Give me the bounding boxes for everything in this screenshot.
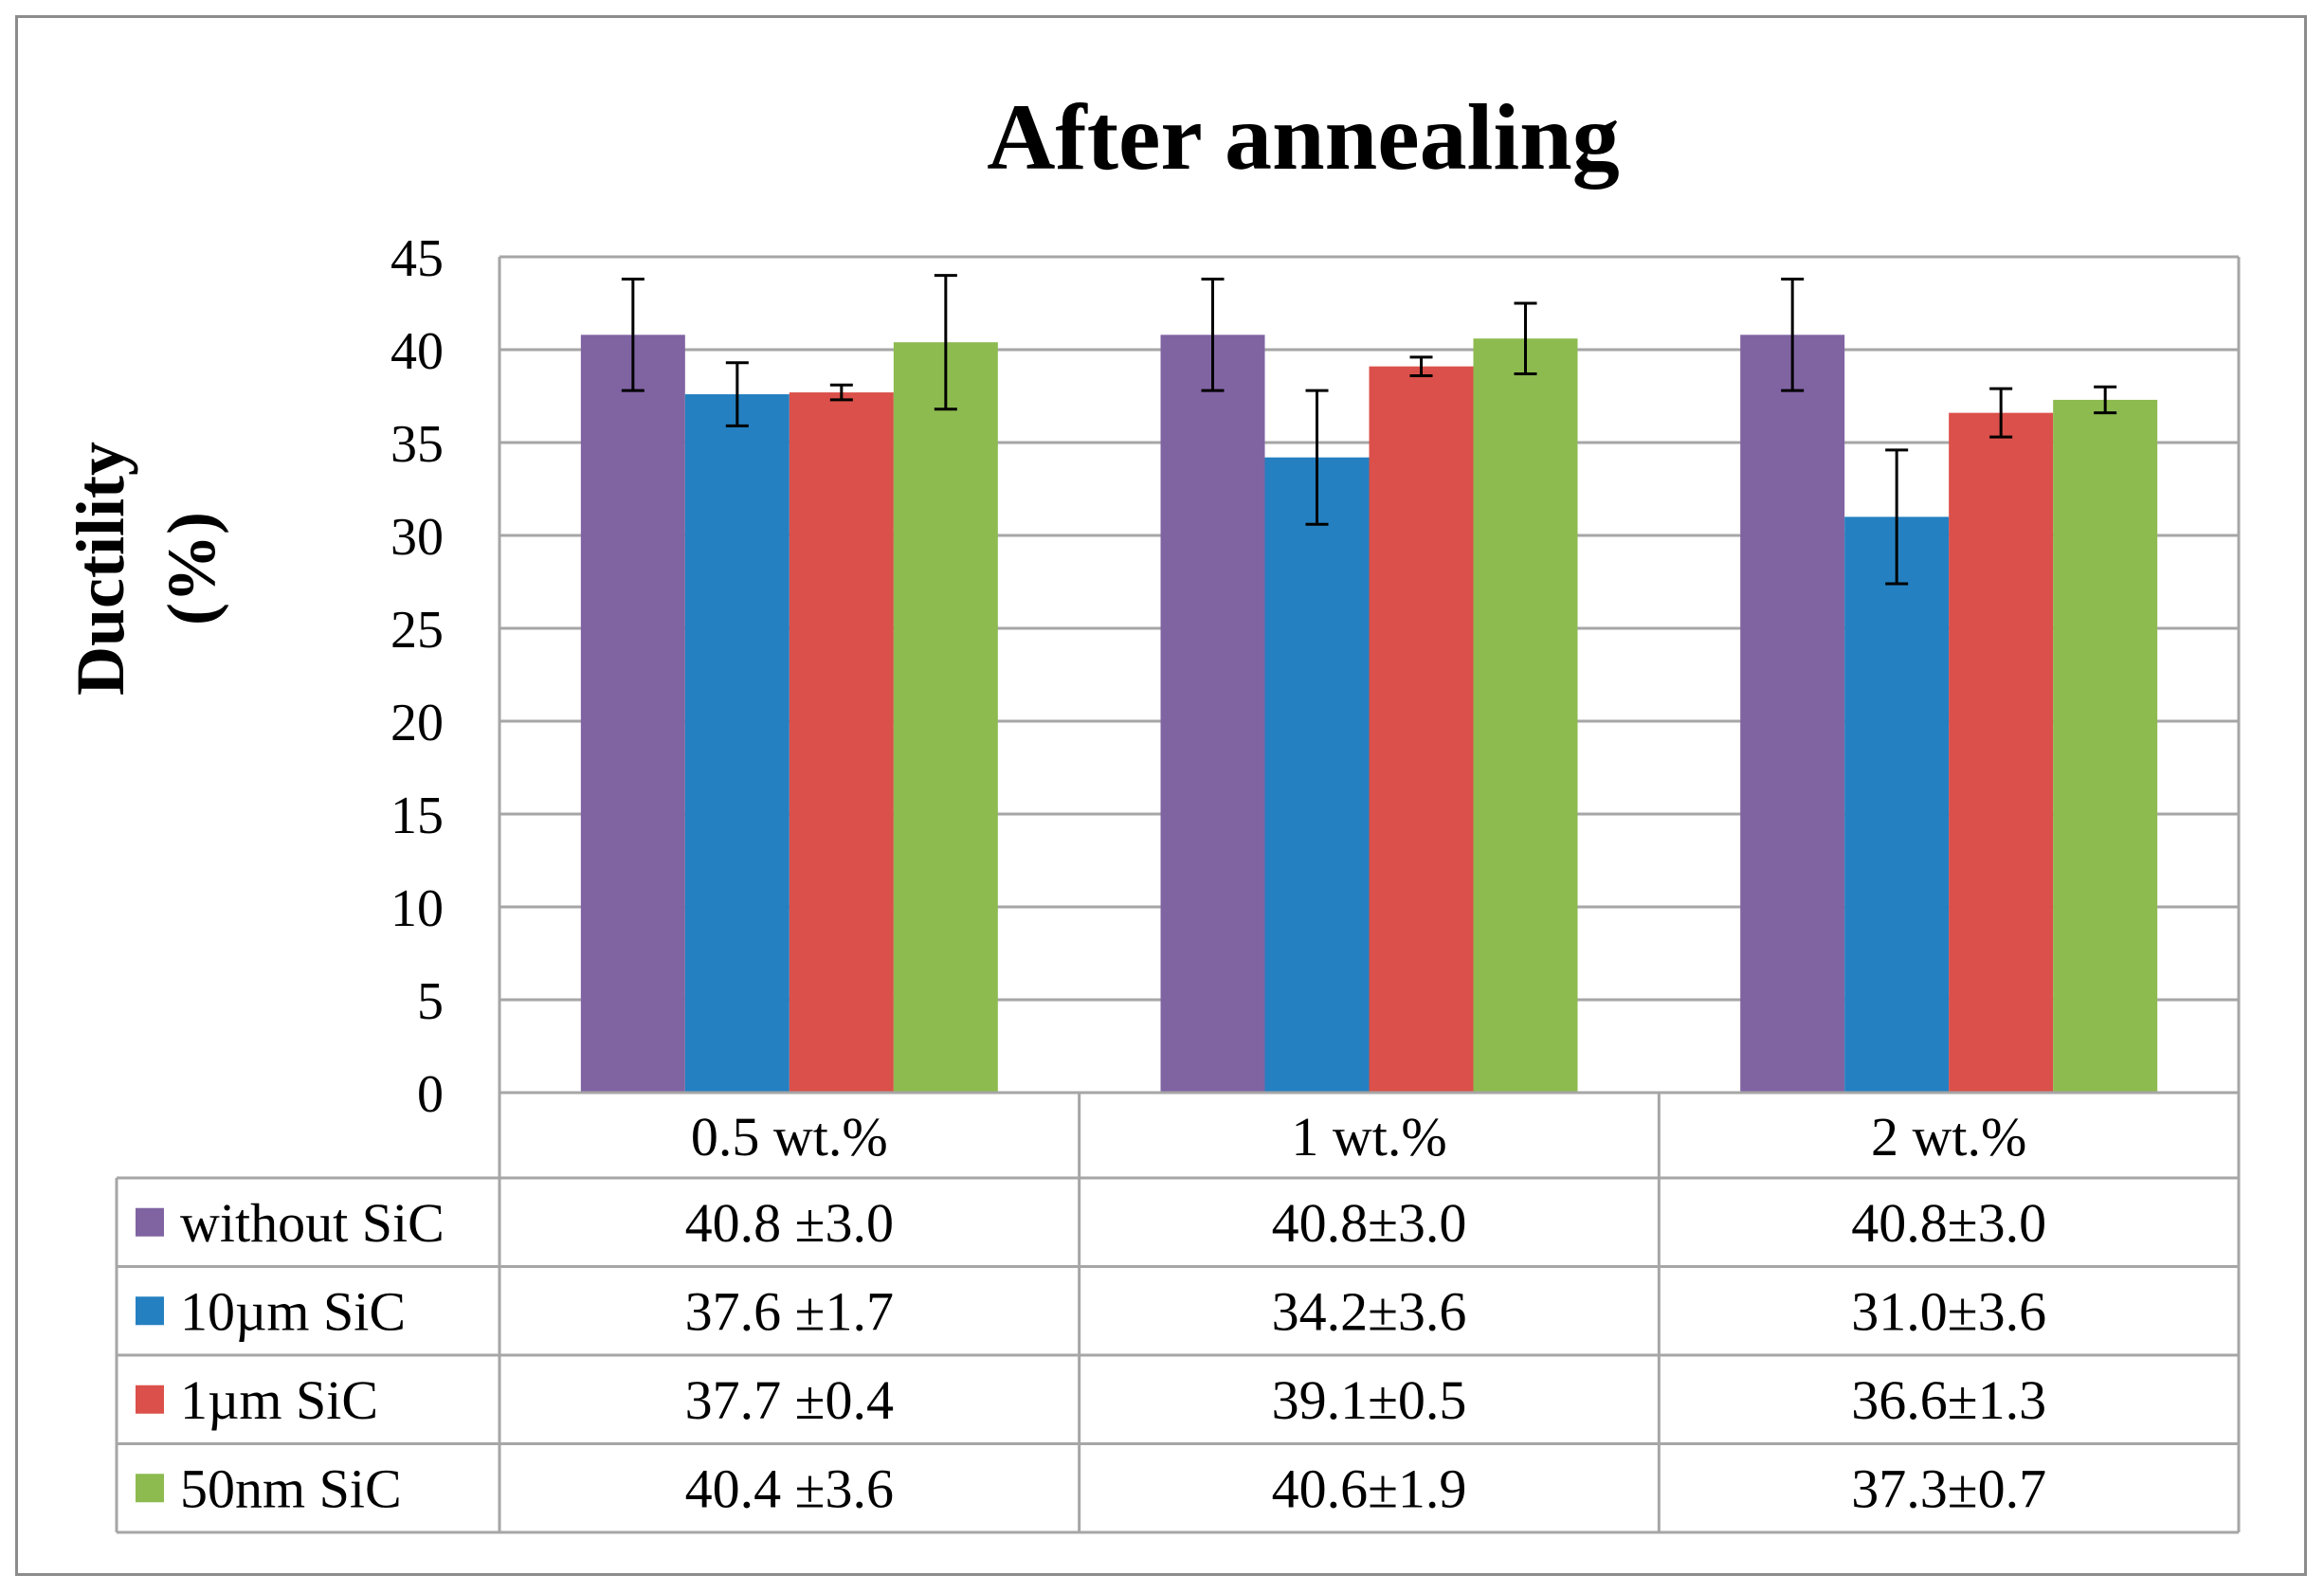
- bar-without-sic-1: [580, 335, 685, 1093]
- bar-10-m-sic-1: [684, 394, 790, 1093]
- bar-1-m-sic-3: [1949, 412, 2054, 1093]
- legend-swatch: [136, 1207, 164, 1237]
- y-axis-ticks: 0 5 10 15 20 25 30 35 40 45: [390, 229, 444, 1124]
- legend-series-name: 50nm SiC: [180, 1457, 402, 1519]
- data-label: 40.4 ±3.6: [685, 1457, 894, 1519]
- legend-swatch: [136, 1474, 164, 1503]
- legend-series-name: 1µm SiC: [180, 1369, 378, 1431]
- data-label: 37.6 ±1.7: [685, 1280, 894, 1342]
- category-label: 0.5 wt.%: [691, 1106, 888, 1168]
- data-label: 31.0±3.6: [1851, 1280, 2046, 1342]
- bar-50nm-sic-1: [893, 342, 998, 1093]
- data-table: 0.5 wt.% 1 wt.% 2 wt.% without SiC 40.8 ±3.0…: [115, 1091, 2241, 1534]
- legend-series-name: 10µm SiC: [180, 1280, 406, 1342]
- chart-title: After annealing: [987, 84, 1620, 190]
- legend-swatch: [136, 1385, 164, 1414]
- data-label: 39.1±0.5: [1272, 1369, 1467, 1431]
- y-axis-label-line2: (%): [154, 512, 229, 625]
- bar-1-m-sic-1: [789, 392, 894, 1094]
- data-label: 40.6±1.9: [1272, 1457, 1467, 1519]
- data-label: 37.3±0.7: [1851, 1457, 2046, 1519]
- bar-10-m-sic-3: [1844, 516, 1950, 1093]
- y-tick-label: 30: [390, 508, 444, 567]
- data-label: 40.8±3.0: [1851, 1192, 2046, 1254]
- data-label: 34.2±3.6: [1272, 1280, 1467, 1342]
- data-label: 40.8±3.0: [1272, 1192, 1467, 1254]
- bar-50nm-sic-3: [2053, 399, 2158, 1093]
- bar-50nm-sic-2: [1473, 338, 1578, 1093]
- y-axis-label-line1: Ductility: [63, 442, 138, 696]
- category-label: 2 wt.%: [1871, 1106, 2026, 1168]
- y-tick-label: 10: [390, 879, 444, 938]
- data-label: 37.7 ±0.4: [685, 1369, 894, 1431]
- y-tick-label: 0: [417, 1065, 444, 1124]
- bar-without-sic-2: [1160, 335, 1265, 1093]
- bar-without-sic-3: [1740, 335, 1845, 1093]
- bar-10-m-sic-2: [1264, 457, 1370, 1093]
- y-tick-label: 5: [417, 972, 444, 1031]
- y-tick-label: 40: [390, 322, 444, 381]
- category-label: 1 wt.%: [1291, 1106, 1446, 1168]
- legend-swatch: [136, 1296, 164, 1326]
- error-bars: [621, 274, 2117, 586]
- y-tick-label: 15: [390, 787, 444, 845]
- y-tick-label: 20: [390, 694, 444, 752]
- bar-1-m-sic-2: [1369, 366, 1474, 1093]
- y-tick-label: 35: [390, 415, 444, 474]
- data-label: 40.8 ±3.0: [685, 1192, 894, 1254]
- bars: [580, 335, 2158, 1094]
- y-tick-label: 45: [390, 229, 444, 288]
- y-tick-label: 25: [390, 601, 444, 660]
- legend-series-name: without SiC: [180, 1192, 445, 1254]
- data-label: 36.6±1.3: [1851, 1369, 2046, 1431]
